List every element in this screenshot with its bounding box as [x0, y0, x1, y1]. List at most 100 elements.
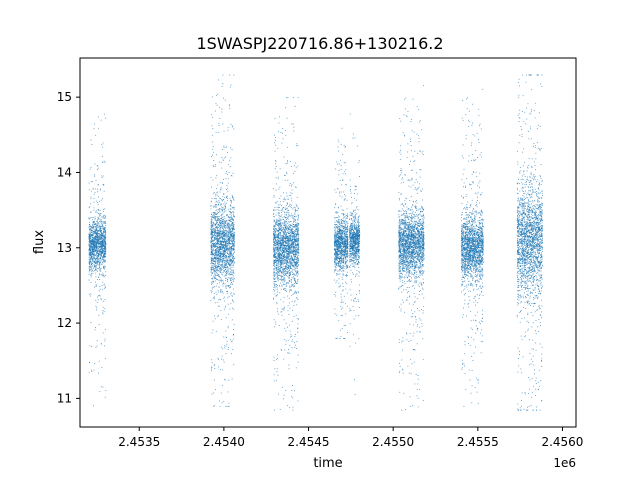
- data-point: [289, 234, 291, 236]
- data-point: [282, 222, 284, 224]
- data-point: [222, 348, 224, 350]
- data-point: [88, 182, 90, 184]
- data-point: [222, 261, 224, 262]
- data-point: [283, 192, 284, 194]
- data-point: [100, 244, 102, 245]
- data-point: [274, 276, 275, 277]
- data-point: [92, 250, 94, 252]
- data-point: [228, 405, 230, 407]
- data-point: [92, 240, 94, 242]
- data-point: [210, 261, 212, 263]
- data-point: [101, 285, 103, 287]
- data-point: [216, 204, 217, 206]
- data-point: [229, 198, 231, 200]
- data-point: [230, 217, 232, 219]
- data-point: [282, 235, 283, 236]
- data-point: [230, 252, 232, 254]
- data-point: [230, 175, 232, 176]
- data-point: [101, 246, 103, 248]
- data-point: [287, 223, 289, 225]
- data-point: [229, 220, 231, 222]
- data-point: [98, 246, 100, 248]
- data-point: [232, 299, 233, 301]
- data-point: [104, 241, 106, 243]
- data-point: [92, 228, 94, 230]
- data-point: [290, 204, 292, 206]
- data-point: [230, 259, 232, 260]
- data-point: [100, 213, 102, 215]
- data-point: [95, 281, 96, 283]
- data-point: [230, 274, 232, 275]
- data-point: [95, 245, 97, 246]
- data-point: [291, 257, 292, 258]
- data-point: [289, 260, 290, 262]
- data-point: [101, 198, 103, 200]
- data-point: [215, 234, 217, 236]
- data-point: [96, 251, 98, 253]
- data-point: [229, 211, 231, 213]
- data-point: [281, 238, 283, 240]
- data-point: [230, 246, 232, 248]
- data-point: [217, 218, 219, 220]
- data-point: [102, 146, 104, 148]
- data-point: [99, 264, 101, 266]
- data-point: [94, 262, 96, 263]
- data-point: [217, 247, 219, 248]
- data-point: [227, 129, 229, 131]
- data-point: [283, 265, 285, 267]
- data-point: [281, 240, 283, 242]
- data-point: [211, 233, 213, 235]
- data-point: [89, 247, 91, 249]
- data-point: [211, 226, 213, 228]
- data-point: [95, 228, 97, 230]
- data-point: [233, 215, 235, 217]
- data-point: [232, 229, 233, 231]
- data-point: [96, 264, 97, 266]
- data-point: [297, 281, 298, 283]
- data-point: [89, 238, 91, 240]
- data-point: [281, 214, 283, 216]
- data-point: [94, 286, 96, 288]
- data-point: [229, 225, 230, 227]
- data-point: [274, 289, 276, 291]
- data-point: [217, 247, 219, 249]
- data-point: [214, 298, 216, 300]
- data-point: [216, 216, 218, 217]
- data-point: [218, 306, 220, 307]
- data-point: [99, 213, 101, 215]
- data-point: [97, 240, 99, 241]
- data-point: [233, 231, 235, 233]
- data-point: [214, 315, 215, 317]
- data-point: [227, 222, 229, 224]
- data-point: [97, 243, 99, 245]
- data-point: [218, 266, 220, 267]
- data-point: [105, 253, 106, 255]
- data-point: [95, 231, 96, 233]
- data-point: [98, 261, 100, 262]
- data-point: [213, 223, 214, 224]
- data-point: [229, 265, 231, 266]
- data-point: [286, 214, 287, 216]
- data-point: [221, 385, 223, 386]
- data-point: [226, 146, 228, 148]
- data-point: [228, 237, 230, 239]
- data-point: [223, 271, 224, 273]
- data-point: [224, 205, 226, 207]
- data-point: [218, 275, 220, 277]
- data-point: [221, 221, 223, 223]
- data-point: [103, 257, 105, 259]
- data-point: [212, 252, 213, 254]
- data-point: [98, 233, 100, 234]
- data-point: [102, 215, 104, 217]
- data-point: [97, 233, 99, 235]
- data-point: [221, 246, 223, 248]
- data-point: [104, 251, 106, 253]
- data-point: [232, 263, 234, 265]
- data-point: [224, 252, 226, 254]
- data-point: [274, 293, 276, 295]
- data-point: [231, 265, 233, 266]
- data-point: [92, 247, 94, 249]
- data-point: [223, 229, 224, 230]
- data-point: [220, 252, 222, 254]
- data-point: [97, 203, 99, 205]
